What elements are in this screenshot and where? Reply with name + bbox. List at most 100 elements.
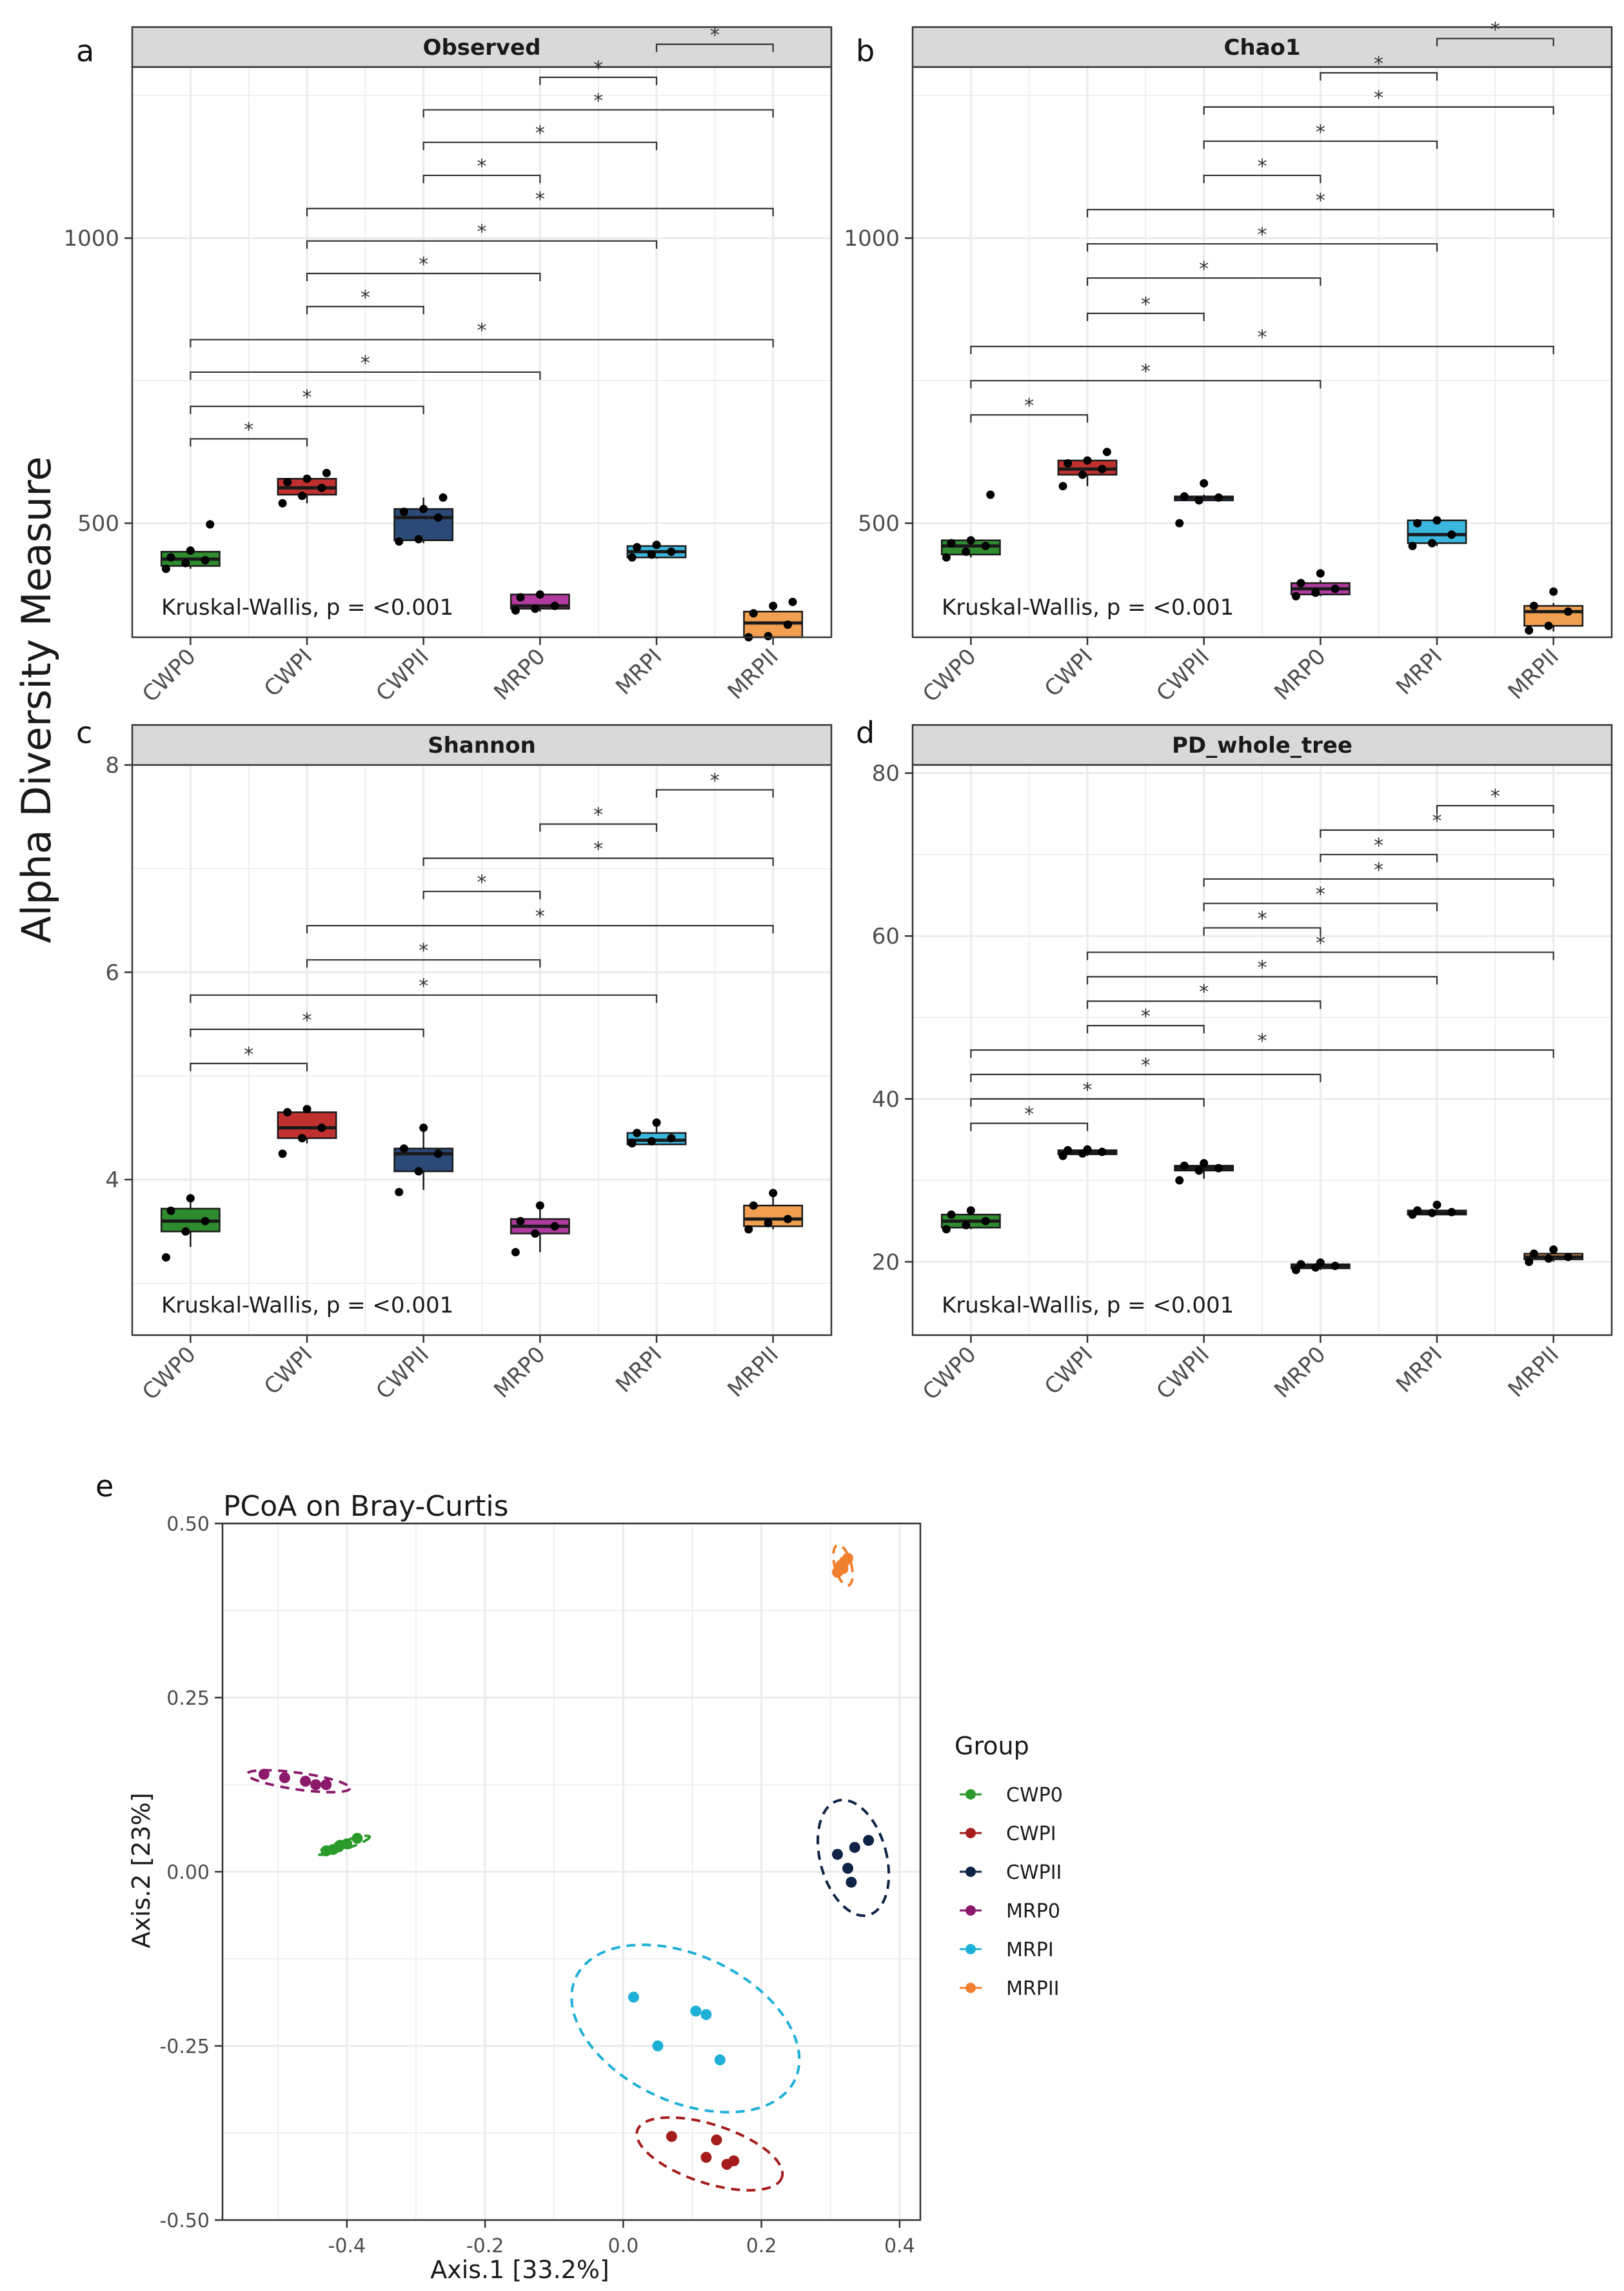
data-point	[399, 508, 408, 517]
data-point	[942, 553, 951, 562]
significance-bracket: *	[1320, 53, 1438, 81]
panel-c: c Shannon 4 6 8 * * * * * * * * * Kruskal-Wallis, p = …	[76, 715, 833, 1405]
bracket-line	[1086, 1025, 1205, 1034]
y-tick-label: 500	[77, 511, 119, 537]
data-point	[769, 1189, 778, 1198]
y-tick-label: 4	[105, 1167, 119, 1193]
legend-item-CWPI: CWPI	[960, 1823, 1056, 1845]
significance-bracket: *	[1086, 957, 1438, 985]
confidence-ellipse	[817, 1798, 891, 1918]
data-point	[744, 1225, 753, 1234]
significance-bracket: *	[422, 90, 774, 118]
bracket-label: *	[477, 221, 487, 244]
legend-key-dot	[965, 1867, 976, 1877]
bracket-label: *	[244, 1044, 253, 1066]
significance-bracket: *	[1203, 908, 1322, 936]
bracket-label: *	[1258, 957, 1267, 979]
y-tick-label: 1000	[63, 226, 119, 252]
y-tick-label: 0.50	[166, 1513, 210, 1536]
significance-bracket: *	[1203, 121, 1438, 149]
bracket-line	[422, 174, 541, 183]
data-point	[433, 1149, 442, 1158]
data-point	[341, 1838, 353, 1850]
bracket-label: *	[593, 57, 603, 80]
x-tick-label: CWPII	[371, 644, 435, 707]
bracket-line	[422, 890, 541, 900]
panel-title: Observed	[423, 35, 541, 61]
bracket-line	[1086, 1000, 1322, 1009]
data-point	[1563, 1253, 1572, 1262]
box-CWPII	[393, 493, 454, 546]
data-point	[700, 2152, 712, 2163]
bracket-line	[1086, 277, 1322, 286]
x-tick-label: MRPII	[1503, 644, 1564, 704]
bracket-label: *	[1258, 908, 1267, 931]
data-point	[711, 2134, 722, 2146]
data-point	[278, 499, 287, 508]
bracket-line	[190, 438, 308, 447]
bracket-line	[1436, 37, 1554, 46]
bracket-line	[655, 789, 774, 798]
legend-label: MRPII	[1006, 1978, 1060, 2000]
bracket-label: *	[1258, 1030, 1267, 1053]
significance-bracket: *	[190, 975, 658, 1003]
data-point	[201, 1216, 210, 1225]
x-tick-label: CWP0	[137, 644, 201, 708]
plot-border	[131, 66, 833, 639]
bracket-line	[1086, 243, 1438, 252]
box-CWP0	[940, 490, 1001, 562]
bracket-line	[1086, 976, 1438, 985]
box-MRPII	[1523, 587, 1584, 635]
box-MRPII	[743, 1189, 804, 1234]
panel-letter: a	[76, 34, 94, 68]
significance-bracket: *	[306, 906, 774, 934]
data-point	[1544, 1254, 1553, 1263]
data-point	[1180, 1161, 1189, 1170]
data-point	[652, 541, 661, 550]
y-axis-title: Alpha Diversity Measure	[13, 456, 60, 943]
significance-bracket: *	[422, 838, 774, 866]
data-point	[846, 1876, 857, 1888]
data-point	[769, 601, 778, 610]
significance-bracket: *	[306, 188, 774, 217]
data-point	[535, 590, 544, 599]
data-point	[321, 1845, 332, 1857]
data-point	[1200, 1159, 1209, 1168]
data-point	[414, 1167, 423, 1176]
data-point	[749, 1201, 758, 1210]
bracket-line	[1320, 72, 1438, 81]
x-tick-label: MRPI	[611, 644, 667, 700]
significance-bracket: *	[1086, 1006, 1205, 1034]
box-MRPI	[626, 1118, 687, 1148]
bracket-label: *	[419, 940, 428, 962]
legend-label: CWPII	[1006, 1861, 1062, 1884]
x-tick-label: CWPI	[259, 644, 317, 702]
bracket-line	[190, 1028, 424, 1037]
data-point	[439, 493, 448, 502]
legend-label: CWP0	[1006, 1784, 1063, 1807]
bracket-label: *	[477, 155, 487, 178]
panels: a Observed 500 1000 * * * * * * * * * * * * * Kruskal-Wal…	[63, 19, 1613, 2284]
x-tick-label: MRPII	[723, 644, 784, 704]
box-CWP0	[940, 1206, 1001, 1234]
data-point	[1331, 584, 1340, 593]
kruskal-wallis-annotation: Kruskal-Wallis, p = <0.001	[161, 595, 453, 620]
bracket-line	[1086, 312, 1205, 321]
significance-bracket: *	[1203, 87, 1554, 115]
x-tick-label: 0.0	[608, 2235, 639, 2257]
significance-bracket: *	[1086, 224, 1438, 252]
bracket-label: *	[302, 386, 312, 409]
bracket-label: *	[361, 286, 370, 309]
data-point	[399, 1144, 408, 1153]
bracket-label: *	[1141, 361, 1151, 383]
kruskal-wallis-annotation: Kruskal-Wallis, p = <0.001	[942, 595, 1234, 620]
bracket-line	[422, 857, 774, 866]
box-MRPI	[1407, 1200, 1467, 1219]
bracket-line	[190, 371, 541, 380]
strip	[911, 26, 1613, 68]
legend-key-dot	[965, 1828, 976, 1838]
bracket-label: *	[535, 123, 545, 145]
strip	[911, 724, 1613, 766]
data-point	[433, 513, 442, 522]
data-point	[1413, 519, 1422, 528]
